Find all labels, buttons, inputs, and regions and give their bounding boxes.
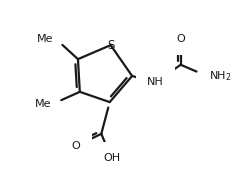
Text: NH: NH [147,78,164,88]
Text: O: O [72,141,80,151]
Text: OH: OH [103,153,120,163]
Text: NH$_2$: NH$_2$ [209,69,231,83]
Text: Me: Me [37,34,54,44]
Text: S: S [107,39,114,52]
Text: Me: Me [34,99,51,109]
Text: O: O [176,34,185,44]
